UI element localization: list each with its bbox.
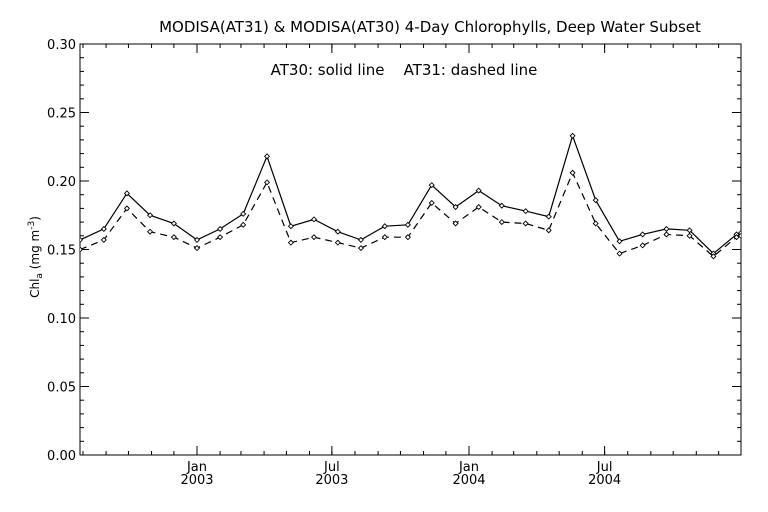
x-tick-label-year: 2003 xyxy=(315,473,348,488)
x-tick-label-month: Jul xyxy=(323,460,340,475)
y-tick-label: 0.10 xyxy=(47,312,76,327)
x-tick-label-month: Jan xyxy=(186,460,207,475)
data-point-at31 xyxy=(217,234,224,241)
data-point-at30 xyxy=(334,228,341,235)
data-point-at30 xyxy=(80,236,84,243)
y-tick-label: 0.15 xyxy=(47,244,76,259)
data-point-at31 xyxy=(733,234,740,241)
x-tick-label-year: 2004 xyxy=(452,473,485,488)
data-point-at30 xyxy=(193,236,201,243)
series-line-at31 xyxy=(80,171,741,258)
data-point-at30 xyxy=(498,202,505,209)
data-point-at31 xyxy=(545,227,552,234)
y-tick-label: 0.30 xyxy=(47,38,76,53)
data-point-at30 xyxy=(452,203,459,211)
data-point-at30 xyxy=(569,132,576,139)
data-point-at30 xyxy=(147,212,154,219)
series-layer xyxy=(80,132,741,260)
data-point-at30 xyxy=(170,220,177,227)
data-point-at30 xyxy=(240,210,247,217)
data-point-at31 xyxy=(193,245,201,252)
data-point-at30 xyxy=(381,223,388,230)
y-tick-label: 0.20 xyxy=(47,175,76,190)
data-point-at30 xyxy=(616,238,623,245)
y-tick-label: 0.25 xyxy=(47,107,76,122)
series-at31 xyxy=(80,169,741,260)
data-point-at30 xyxy=(264,153,271,160)
x-tick-label-month: Jan xyxy=(458,460,479,475)
data-point-at31 xyxy=(240,221,247,228)
y-tick-label: 0.05 xyxy=(47,381,76,396)
data-point-at30 xyxy=(428,182,435,189)
data-point-at31 xyxy=(452,220,459,227)
x-tick-label-year: 2003 xyxy=(180,473,213,488)
data-point-at30 xyxy=(310,216,318,223)
y-axis-label-subscript: a xyxy=(35,273,45,279)
data-point-at31 xyxy=(663,231,670,238)
data-point-at31 xyxy=(147,228,154,235)
data-point-at30 xyxy=(100,225,107,232)
data-point-at31 xyxy=(639,242,646,249)
data-point-at30 xyxy=(287,223,294,230)
data-point-at31 xyxy=(404,234,411,241)
data-point-at30 xyxy=(592,197,599,204)
data-point-at31 xyxy=(80,246,84,253)
data-point-at31 xyxy=(616,250,623,257)
y-axis-label-superscript: -3 xyxy=(27,221,37,230)
data-point-at31 xyxy=(123,205,130,212)
y-axis-label: Chla (mg m-3) xyxy=(27,216,45,298)
series-line-at30 xyxy=(80,133,741,255)
data-point-at31 xyxy=(522,220,529,227)
plot-frame xyxy=(79,43,742,456)
axes xyxy=(79,43,742,456)
data-point-at30 xyxy=(639,231,646,238)
data-point-at31 xyxy=(170,234,177,241)
y-axis-label-main: Chl xyxy=(28,279,42,298)
legend-annotation: AT30: solid line AT31: dashed line xyxy=(271,61,538,79)
data-point-at31 xyxy=(737,232,741,239)
data-point-at30 xyxy=(663,225,670,232)
data-point-at31 xyxy=(710,253,717,260)
data-point-at30 xyxy=(357,236,364,243)
data-point-at31 xyxy=(310,234,318,241)
data-point-at31 xyxy=(100,236,107,243)
data-point-at31 xyxy=(264,179,271,186)
x-tick-label-month: Jul xyxy=(596,460,613,475)
data-point-at31 xyxy=(287,239,294,246)
data-point-at31 xyxy=(334,239,341,246)
data-point-at30 xyxy=(522,208,529,215)
data-point-at31 xyxy=(592,220,599,227)
data-point-at31 xyxy=(357,245,364,252)
data-point-at31 xyxy=(428,199,435,206)
data-point-at31 xyxy=(381,234,388,241)
axis-ticks: 0.000.050.100.150.200.250.30Jan2003Jul20… xyxy=(47,38,741,488)
data-point-at30 xyxy=(123,190,130,197)
y-axis-label-close: ) xyxy=(28,216,42,221)
data-point-at31 xyxy=(498,219,505,226)
data-point-at30 xyxy=(545,213,552,220)
data-point-at31 xyxy=(686,232,693,239)
x-tick-label-year: 2004 xyxy=(588,473,621,488)
y-axis-label-units: (mg m xyxy=(28,230,42,273)
data-point-at30 xyxy=(686,227,693,234)
data-point-at31 xyxy=(475,203,482,211)
data-point-at30 xyxy=(404,221,411,228)
chart-title: MODISA(AT31) & MODISA(AT30) 4-Day Chloro… xyxy=(159,18,701,36)
data-point-at31 xyxy=(569,169,576,176)
series-at30 xyxy=(80,132,741,257)
data-point-at30 xyxy=(217,225,224,232)
data-point-at30 xyxy=(475,187,482,194)
y-tick-label: 0.00 xyxy=(47,449,76,464)
